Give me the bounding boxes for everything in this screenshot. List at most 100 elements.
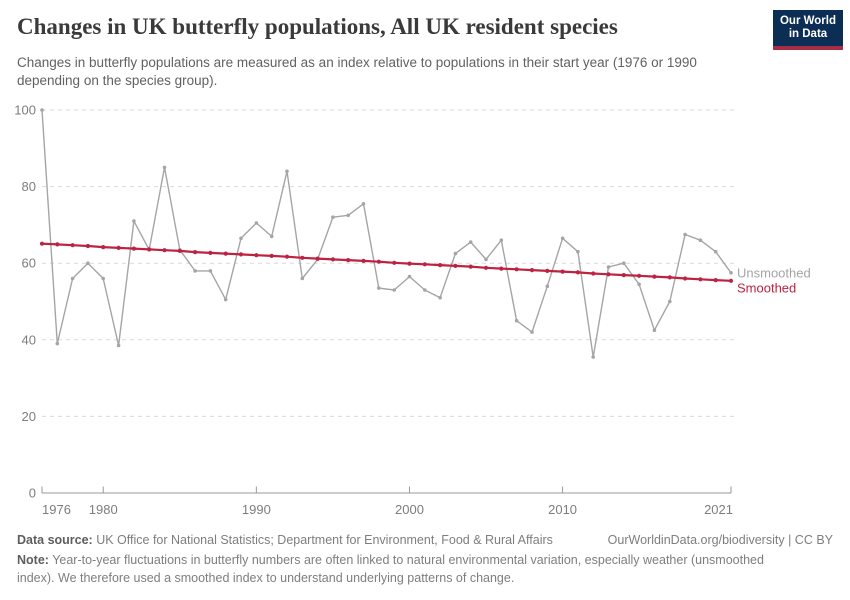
series-smoothed-point[interactable] — [499, 266, 504, 271]
x-tick-label: 2000 — [395, 502, 424, 517]
series-smoothed-point[interactable] — [407, 261, 412, 266]
series-unsmoothed-point[interactable] — [86, 261, 90, 265]
series-smoothed-point[interactable] — [652, 274, 657, 279]
series-smoothed-point[interactable] — [713, 278, 718, 283]
series-smoothed-point[interactable] — [208, 250, 213, 255]
series-unsmoothed-point[interactable] — [713, 249, 718, 254]
series-smoothed-point[interactable] — [422, 262, 427, 267]
series-smoothed-point[interactable] — [698, 277, 703, 282]
series-unsmoothed-point[interactable] — [377, 286, 381, 290]
series-unsmoothed-point[interactable] — [55, 341, 60, 346]
series-smoothed-point[interactable] — [468, 264, 473, 269]
series-unsmoothed-point[interactable] — [560, 236, 565, 241]
attribution-link[interactable]: OurWorldinData.org/biodiversity | CC BY — [607, 533, 833, 547]
series-unsmoothed-point[interactable] — [254, 221, 259, 225]
series-unsmoothed-point[interactable] — [545, 284, 550, 288]
series-unsmoothed-point[interactable] — [285, 169, 289, 174]
series-unsmoothed-point[interactable] — [70, 276, 75, 281]
series-unsmoothed-point[interactable] — [40, 108, 44, 112]
series-unsmoothed-point[interactable] — [468, 240, 473, 244]
series-unsmoothed-point[interactable] — [438, 295, 442, 300]
series-smoothed-point[interactable] — [346, 258, 351, 263]
series-unsmoothed-point[interactable] — [606, 265, 611, 269]
series-unsmoothed-point[interactable] — [300, 276, 305, 281]
series-smoothed-point[interactable] — [193, 250, 198, 255]
series-smoothed-point[interactable] — [315, 256, 320, 261]
x-tick-label: 2010 — [548, 502, 577, 517]
series-smoothed-point[interactable] — [269, 253, 274, 258]
series-unsmoothed-point[interactable] — [407, 274, 412, 279]
series-smoothed-point[interactable] — [238, 252, 244, 257]
series-smoothed-point[interactable] — [560, 269, 565, 274]
series-smoothed-point[interactable] — [453, 263, 458, 268]
series-smoothed-point[interactable] — [637, 273, 642, 278]
series-unsmoothed-point[interactable] — [576, 249, 580, 254]
series-unsmoothed-point[interactable] — [729, 271, 733, 275]
series-unsmoothed-point[interactable] — [101, 276, 105, 281]
series-smoothed-point[interactable] — [728, 278, 734, 283]
series-unsmoothed-point[interactable] — [269, 234, 274, 239]
series-unsmoothed-point[interactable] — [622, 261, 626, 265]
series-unsmoothed-point[interactable] — [392, 288, 397, 292]
y-tick-label: 0 — [29, 486, 36, 501]
series-smoothed-point[interactable] — [575, 270, 581, 275]
series-smoothed-point[interactable] — [177, 248, 182, 253]
y-tick-label: 80 — [22, 179, 36, 194]
series-unsmoothed-point[interactable] — [698, 238, 703, 242]
series-smoothed-point[interactable] — [361, 258, 366, 263]
series-unsmoothed-point[interactable] — [530, 330, 534, 334]
series-smoothed-point[interactable] — [591, 271, 596, 276]
series-smoothed-point[interactable] — [39, 241, 45, 246]
series-unsmoothed-point[interactable] — [132, 219, 136, 223]
series-unsmoothed-point[interactable] — [453, 251, 458, 256]
series-smoothed-point[interactable] — [254, 253, 259, 258]
series-smoothed-line[interactable] — [41, 242, 732, 282]
series-unsmoothed-point[interactable] — [637, 282, 641, 287]
series-smoothed-point[interactable] — [514, 267, 519, 272]
series-unsmoothed-point[interactable] — [223, 297, 228, 302]
series-unsmoothed-line[interactable] — [41, 109, 732, 358]
data-source-text: UK Office for National Statistics; Depar… — [92, 533, 553, 547]
series-unsmoothed-point[interactable] — [208, 269, 213, 273]
series-unsmoothed-point[interactable] — [116, 343, 121, 348]
series-unsmoothed-point[interactable] — [423, 288, 427, 292]
series-smoothed-point[interactable] — [131, 246, 136, 251]
series-smoothed-point[interactable] — [116, 245, 121, 250]
series-unsmoothed-point[interactable] — [591, 355, 595, 359]
series-unsmoothed-point[interactable] — [484, 257, 488, 262]
series-unsmoothed-point[interactable] — [683, 232, 687, 237]
series-smoothed-point[interactable] — [483, 265, 489, 270]
series-smoothed-point[interactable] — [667, 275, 672, 280]
series-smoothed-point[interactable] — [223, 251, 228, 256]
x-tick-label: 2021 — [704, 502, 733, 517]
series-smoothed-point[interactable] — [300, 255, 305, 260]
series-smoothed-point[interactable] — [101, 245, 106, 250]
series-smoothed-point[interactable] — [621, 273, 626, 278]
series-smoothed-point[interactable] — [606, 272, 611, 277]
y-tick-label: 20 — [22, 409, 36, 424]
series-smoothed-point[interactable] — [376, 259, 381, 264]
series-unsmoothed-point[interactable] — [668, 299, 672, 304]
chart-canvas[interactable]: 0 20 40 60 80 100 1976 1980 1990 2000 2010 2021 Unsm… — [0, 95, 850, 525]
series-smoothed-point[interactable] — [683, 276, 688, 281]
series-unsmoothed-point[interactable] — [162, 165, 167, 170]
series-smoothed-point[interactable] — [392, 260, 397, 265]
series-smoothed-point[interactable] — [147, 247, 152, 252]
series-smoothed-point[interactable] — [284, 254, 290, 259]
series-smoothed-point[interactable] — [545, 268, 550, 273]
series-smoothed-point[interactable] — [330, 257, 335, 262]
series-smoothed-point[interactable] — [85, 243, 90, 249]
series-unsmoothed-point[interactable] — [239, 236, 243, 241]
series-unsmoothed-point[interactable] — [652, 328, 657, 332]
series-smoothed-point[interactable] — [438, 263, 443, 268]
series-unsmoothed-point[interactable] — [346, 213, 351, 218]
series-unsmoothed-point[interactable] — [514, 318, 519, 323]
series-unsmoothed-point[interactable] — [361, 202, 366, 206]
series-unsmoothed-point[interactable] — [193, 269, 197, 273]
series-smoothed-point[interactable] — [70, 243, 75, 248]
series-smoothed-point[interactable] — [529, 268, 535, 273]
series-smoothed-point[interactable] — [162, 248, 167, 253]
series-unsmoothed-point[interactable] — [331, 215, 335, 219]
series-smoothed-point[interactable] — [55, 242, 60, 247]
series-unsmoothed-point[interactable] — [499, 238, 504, 242]
